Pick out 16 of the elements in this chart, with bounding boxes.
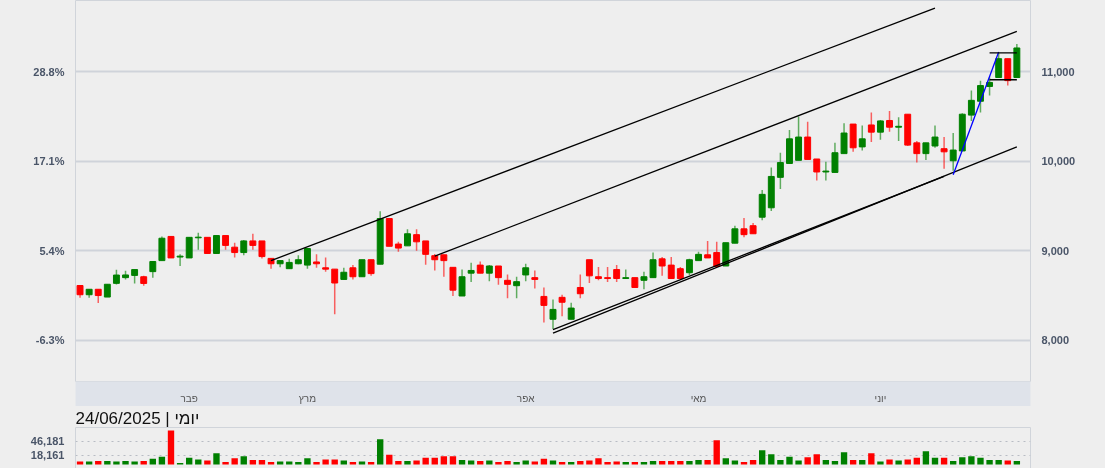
x-tick-label: פבר: [180, 392, 198, 404]
y2-tick-label: 5.4%: [39, 244, 65, 257]
y-tick-label: 46,181: [30, 435, 65, 448]
y-tick-label: 8,000: [1041, 334, 1070, 347]
x-tick-label: מאי: [690, 392, 707, 404]
y2-tick-label: 28.8%: [33, 65, 65, 78]
chart-title: יומי | 24/06/2025: [75, 408, 200, 428]
y-tick-label: 18,161: [30, 449, 65, 462]
x-tick-label: מרץ: [298, 392, 317, 404]
x-tick-label: אפר: [516, 392, 536, 404]
y-tick-label: 10,000: [1041, 155, 1076, 168]
y-tick-label: 11,000: [1041, 65, 1075, 78]
x-tick-label: יוני: [874, 392, 887, 404]
y2-tick-label: -6.3%: [35, 334, 65, 347]
y2-tick-label: 17.1%: [33, 155, 65, 168]
y-tick-label: 9,000: [1041, 244, 1070, 257]
